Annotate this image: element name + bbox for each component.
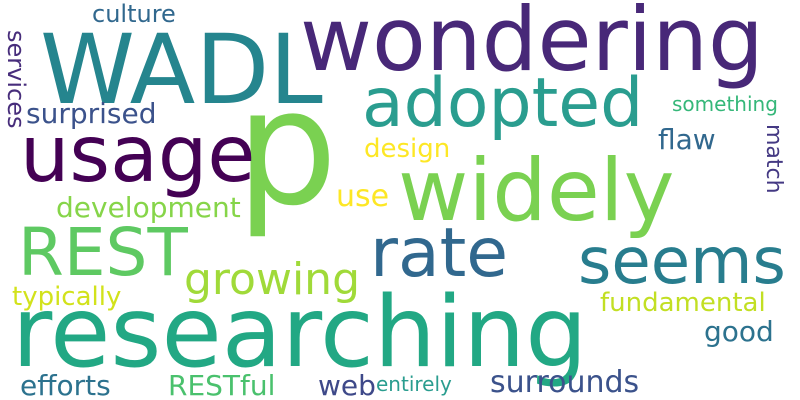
word-growing: growing: [184, 258, 360, 302]
word-RESTful: RESTful: [168, 372, 275, 400]
word-use: use: [336, 182, 389, 212]
word-web: web: [318, 372, 376, 400]
word-design: design: [364, 136, 450, 162]
word-efforts: efforts: [20, 372, 111, 400]
word-entirely: entirely: [376, 374, 452, 394]
word-typically: typically: [12, 284, 121, 310]
word-fundamental: fundamental: [600, 290, 766, 316]
word-development: development: [56, 194, 241, 222]
word-something: something: [672, 94, 778, 114]
word-REST: REST: [18, 220, 188, 286]
word-match: match: [762, 124, 784, 194]
word-services: services: [4, 30, 28, 128]
word-culture: culture: [92, 2, 176, 26]
word-rate: rate: [370, 220, 508, 288]
word-surprised: surprised: [26, 100, 157, 128]
word-flaw: flaw: [658, 126, 716, 154]
word-surrounds: surrounds: [490, 368, 639, 398]
word-adopted: adopted: [362, 70, 643, 138]
word-good: good: [704, 318, 774, 346]
word-seems: seems: [578, 230, 786, 294]
